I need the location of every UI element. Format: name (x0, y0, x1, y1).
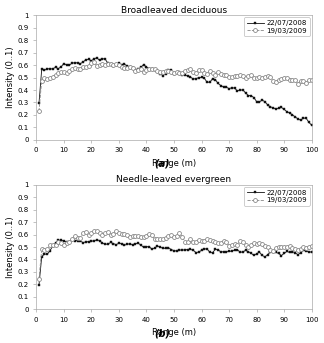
22/07/2008 (180, 73, 184, 77)
19/03/2009 (202, 239, 206, 243)
22/07/2008 (202, 76, 206, 80)
22/07/2008 (103, 57, 107, 61)
Text: (b): (b) (154, 328, 170, 338)
Line: 19/03/2009: 19/03/2009 (37, 229, 314, 281)
19/03/2009 (103, 63, 107, 67)
22/07/2008 (95, 238, 99, 242)
Legend: 22/07/2008, 19/03/2009: 22/07/2008, 19/03/2009 (244, 187, 310, 206)
Y-axis label: Intensity (0..1): Intensity (0..1) (6, 216, 15, 278)
Line: 19/03/2009: 19/03/2009 (37, 60, 314, 113)
22/07/2008 (37, 283, 41, 287)
19/03/2009 (299, 247, 303, 251)
19/03/2009 (37, 109, 41, 113)
Y-axis label: Intensity (0..1): Intensity (0..1) (6, 47, 15, 108)
22/07/2008 (291, 113, 295, 117)
Line: 22/07/2008: 22/07/2008 (38, 239, 313, 286)
19/03/2009 (310, 79, 314, 83)
22/07/2008 (299, 118, 303, 122)
19/03/2009 (180, 71, 184, 75)
19/03/2009 (291, 78, 295, 82)
19/03/2009 (37, 277, 41, 281)
19/03/2009 (92, 229, 96, 233)
22/07/2008 (291, 250, 295, 254)
22/07/2008 (180, 248, 184, 252)
19/03/2009 (202, 71, 206, 75)
22/07/2008 (310, 123, 314, 127)
22/07/2008 (103, 242, 107, 246)
22/07/2008 (89, 239, 93, 243)
19/03/2009 (299, 79, 303, 83)
22/07/2008 (310, 250, 314, 255)
X-axis label: Range (m): Range (m) (152, 159, 196, 168)
19/03/2009 (89, 231, 93, 235)
Title: Needle-leaved evergreen: Needle-leaved evergreen (116, 175, 232, 184)
19/03/2009 (103, 231, 107, 235)
19/03/2009 (180, 235, 184, 239)
22/07/2008 (202, 247, 206, 251)
19/03/2009 (89, 61, 93, 65)
Text: (a): (a) (154, 159, 170, 169)
Legend: 22/07/2008, 19/03/2009: 22/07/2008, 19/03/2009 (244, 17, 310, 36)
19/03/2009 (92, 60, 96, 64)
22/07/2008 (299, 250, 303, 255)
Title: Broadleaved deciduous: Broadleaved deciduous (121, 5, 227, 14)
X-axis label: Range (m): Range (m) (152, 329, 196, 338)
Line: 22/07/2008: 22/07/2008 (38, 56, 313, 127)
19/03/2009 (291, 246, 295, 250)
19/03/2009 (310, 244, 314, 248)
22/07/2008 (95, 56, 99, 60)
22/07/2008 (89, 59, 93, 63)
22/07/2008 (37, 101, 41, 105)
